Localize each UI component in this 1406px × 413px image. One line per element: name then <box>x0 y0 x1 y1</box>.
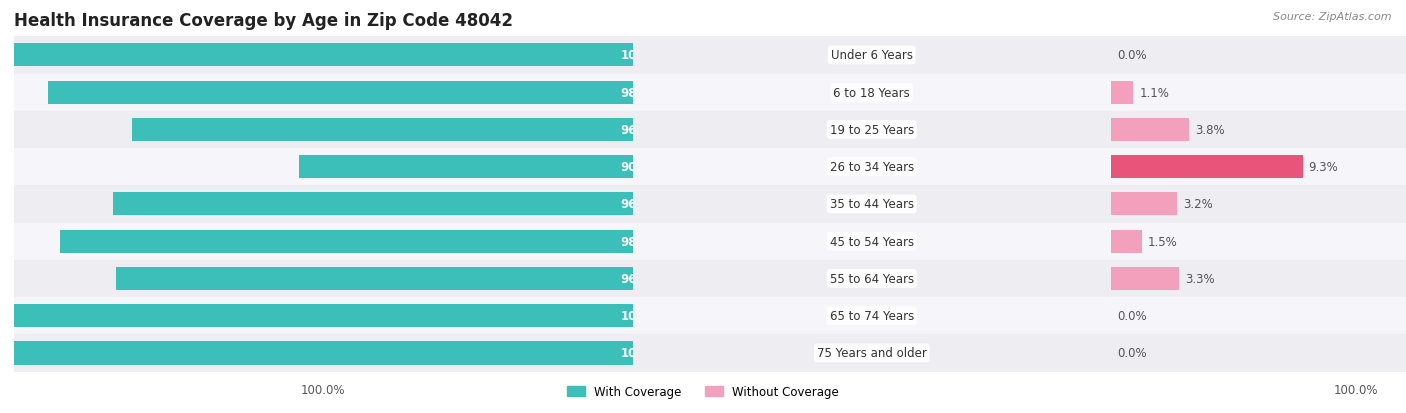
Bar <box>633 149 1111 186</box>
Text: 100.0%: 100.0% <box>620 49 669 62</box>
Text: 35 to 44 Years: 35 to 44 Years <box>830 198 914 211</box>
Bar <box>1111 186 1406 223</box>
Bar <box>1111 156 1302 179</box>
Bar <box>117 267 633 290</box>
Bar <box>60 230 633 253</box>
Text: 1.5%: 1.5% <box>1147 235 1178 248</box>
Bar <box>1111 297 1406 335</box>
Text: Health Insurance Coverage by Age in Zip Code 48042: Health Insurance Coverage by Age in Zip … <box>14 12 513 30</box>
Bar <box>112 193 633 216</box>
Text: 90.8%: 90.8% <box>620 161 661 174</box>
Bar <box>633 335 1111 372</box>
Bar <box>14 37 633 74</box>
Bar <box>14 186 633 223</box>
Text: Source: ZipAtlas.com: Source: ZipAtlas.com <box>1274 12 1392 22</box>
Bar <box>14 112 633 149</box>
Text: 55 to 64 Years: 55 to 64 Years <box>830 272 914 285</box>
Bar <box>633 297 1111 335</box>
Bar <box>14 223 633 260</box>
Text: 6 to 18 Years: 6 to 18 Years <box>834 86 910 100</box>
Bar <box>1111 230 1142 253</box>
Bar <box>132 119 633 142</box>
Bar <box>633 74 1111 112</box>
Bar <box>1111 267 1178 290</box>
Text: 0.0%: 0.0% <box>1116 347 1146 360</box>
Text: 19 to 25 Years: 19 to 25 Years <box>830 123 914 137</box>
Text: 45 to 54 Years: 45 to 54 Years <box>830 235 914 248</box>
Text: 0.0%: 0.0% <box>1116 309 1146 323</box>
Text: 96.8%: 96.8% <box>620 198 661 211</box>
Bar <box>633 112 1111 149</box>
Text: 3.3%: 3.3% <box>1185 272 1215 285</box>
Text: 0.0%: 0.0% <box>1116 49 1146 62</box>
Bar <box>14 297 633 335</box>
Bar <box>633 37 1111 74</box>
Bar <box>14 149 633 186</box>
Text: 1.1%: 1.1% <box>1140 86 1170 100</box>
Bar <box>14 44 633 67</box>
Legend: With Coverage, Without Coverage: With Coverage, Without Coverage <box>562 381 844 403</box>
Bar <box>14 342 633 365</box>
Bar <box>633 223 1111 260</box>
Bar <box>1111 149 1406 186</box>
Bar <box>1111 112 1406 149</box>
Text: Under 6 Years: Under 6 Years <box>831 49 912 62</box>
Bar <box>1111 119 1189 142</box>
Bar <box>1111 223 1406 260</box>
Bar <box>14 74 633 112</box>
Bar <box>48 81 633 104</box>
Bar <box>298 156 633 179</box>
Bar <box>14 335 633 372</box>
Text: 98.5%: 98.5% <box>620 235 661 248</box>
Bar <box>1111 260 1406 297</box>
Text: 9.3%: 9.3% <box>1309 161 1339 174</box>
Bar <box>1111 335 1406 372</box>
Text: 65 to 74 Years: 65 to 74 Years <box>830 309 914 323</box>
Text: 100.0%: 100.0% <box>620 309 669 323</box>
Bar <box>1111 37 1406 74</box>
Text: 96.7%: 96.7% <box>620 272 661 285</box>
Text: 100.0%: 100.0% <box>301 384 346 396</box>
Text: 100.0%: 100.0% <box>620 347 669 360</box>
Text: 26 to 34 Years: 26 to 34 Years <box>830 161 914 174</box>
Bar <box>14 260 633 297</box>
Text: 96.2%: 96.2% <box>620 123 661 137</box>
Text: 75 Years and older: 75 Years and older <box>817 347 927 360</box>
Bar <box>1111 74 1406 112</box>
Bar <box>1111 193 1177 216</box>
Bar <box>1111 81 1133 104</box>
Bar <box>633 260 1111 297</box>
Text: 3.2%: 3.2% <box>1182 198 1212 211</box>
Text: 100.0%: 100.0% <box>1333 384 1378 396</box>
Text: 3.8%: 3.8% <box>1195 123 1225 137</box>
Bar <box>633 186 1111 223</box>
Bar <box>14 304 633 328</box>
Text: 98.9%: 98.9% <box>620 86 661 100</box>
